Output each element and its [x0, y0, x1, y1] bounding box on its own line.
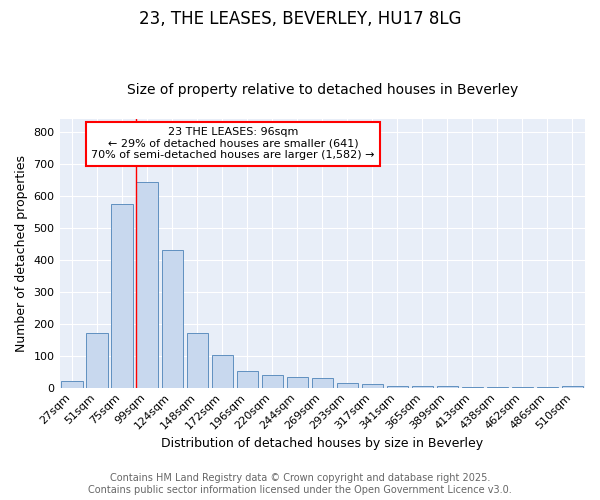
Bar [311, 378, 333, 388]
Bar [112, 204, 133, 388]
X-axis label: Distribution of detached houses by size in Beverley: Distribution of detached houses by size … [161, 437, 484, 450]
Bar [187, 333, 208, 388]
Bar [61, 381, 83, 388]
Bar [161, 250, 183, 388]
Y-axis label: Number of detached properties: Number of detached properties [15, 155, 28, 352]
Text: Contains HM Land Registry data © Crown copyright and database right 2025.
Contai: Contains HM Land Registry data © Crown c… [88, 474, 512, 495]
Bar [362, 384, 383, 388]
Bar [487, 387, 508, 388]
Text: 23 THE LEASES: 96sqm
← 29% of detached houses are smaller (641)
70% of semi-deta: 23 THE LEASES: 96sqm ← 29% of detached h… [91, 127, 374, 160]
Bar [136, 182, 158, 388]
Bar [287, 377, 308, 388]
Bar [412, 386, 433, 388]
Bar [262, 375, 283, 388]
Bar [86, 333, 108, 388]
Bar [212, 355, 233, 388]
Bar [562, 386, 583, 388]
Bar [236, 371, 258, 388]
Bar [387, 386, 408, 388]
Bar [337, 384, 358, 388]
Title: Size of property relative to detached houses in Beverley: Size of property relative to detached ho… [127, 83, 518, 97]
Text: 23, THE LEASES, BEVERLEY, HU17 8LG: 23, THE LEASES, BEVERLEY, HU17 8LG [139, 10, 461, 28]
Bar [437, 386, 458, 388]
Bar [462, 386, 483, 388]
